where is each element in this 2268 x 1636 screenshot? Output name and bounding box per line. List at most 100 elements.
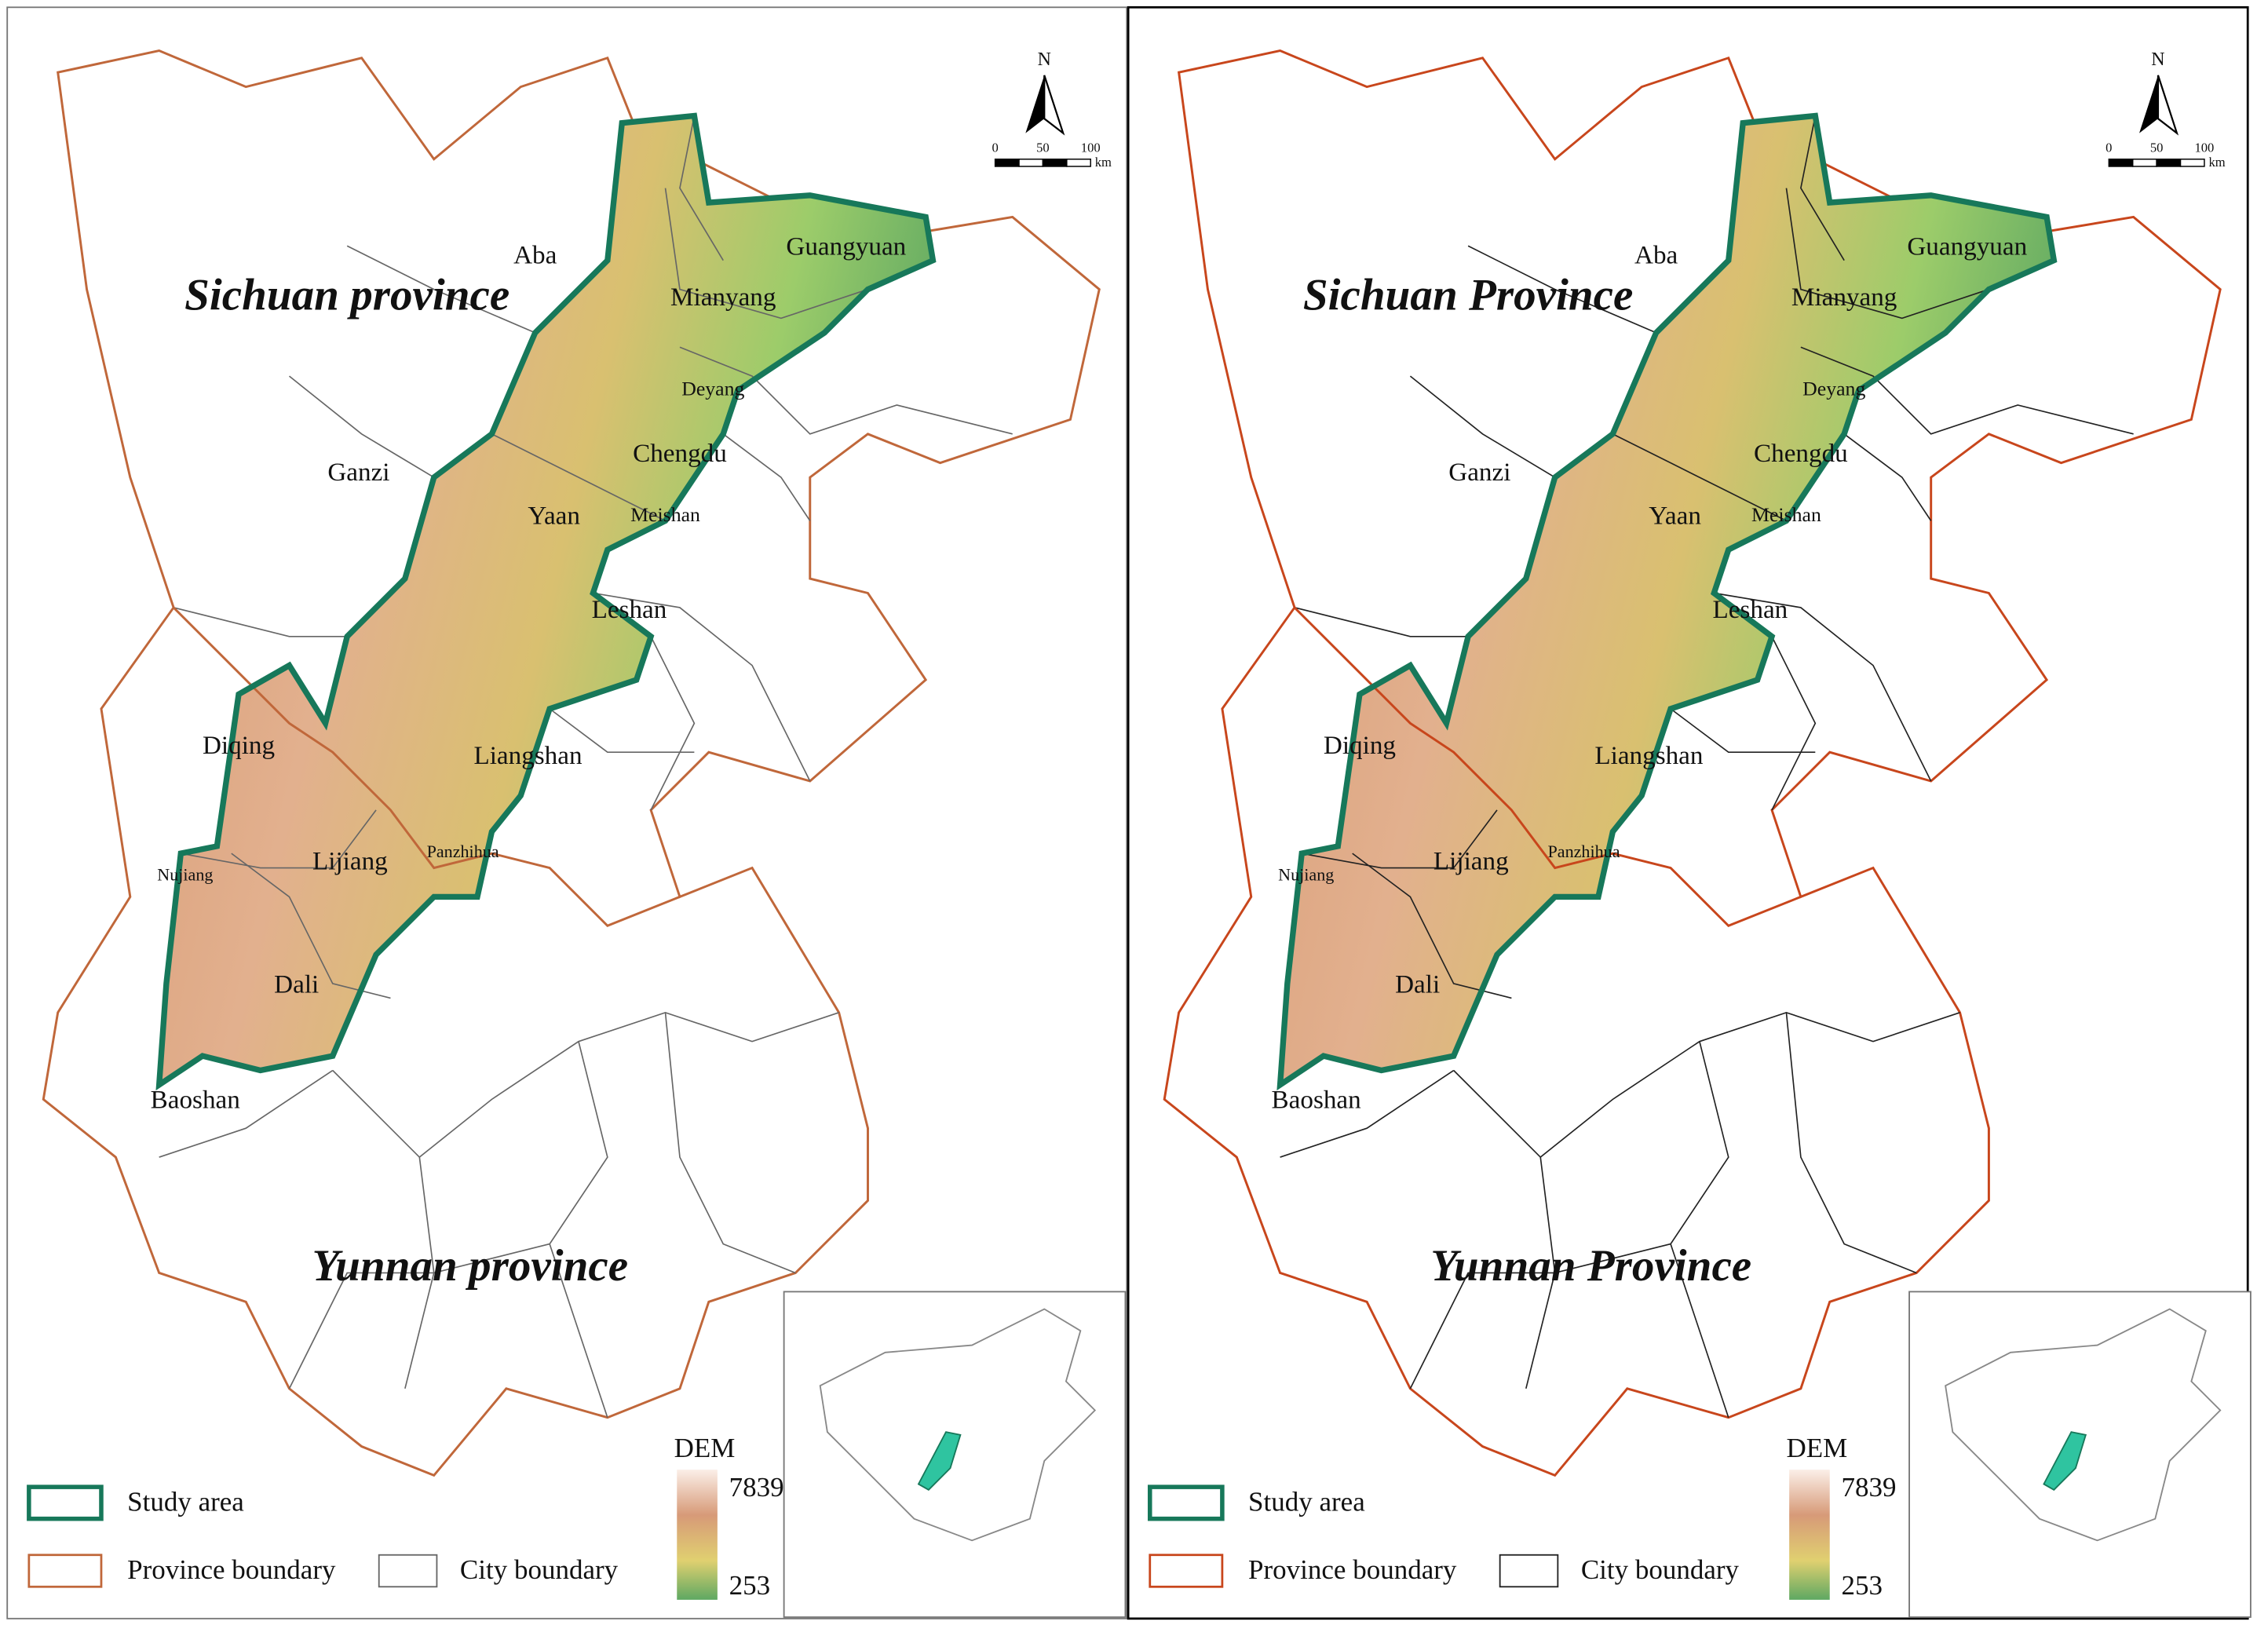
scale-segment	[994, 159, 1020, 167]
city-label: Deyang	[1802, 377, 1865, 400]
city-label: Panzhihua	[427, 842, 499, 861]
city-label: Nujiang	[157, 865, 213, 885]
city-boundary	[1800, 346, 2134, 435]
province-label: Sichuan Province	[1303, 271, 1633, 320]
scale-tick-label: 100	[2194, 141, 2214, 155]
city-boundary	[1785, 188, 1989, 320]
legend-label: City boundary	[460, 1554, 619, 1585]
province-divider	[1293, 606, 1802, 927]
scale-unit: km	[2208, 155, 2225, 170]
city-boundary	[1467, 245, 1656, 334]
dem-min: 253	[729, 1570, 771, 1601]
legend-swatch-province	[1149, 1554, 1224, 1588]
inset-study-area	[2043, 1431, 2087, 1491]
province-outline	[42, 49, 1101, 1477]
city-boundary	[549, 1041, 608, 1418]
north-arrow	[1025, 75, 1045, 133]
dem-min: 253	[1841, 1570, 1883, 1601]
inset-study-area	[917, 1431, 962, 1491]
scale-segment	[2156, 159, 2182, 167]
scale-tick-label: 0	[2105, 141, 2112, 155]
city-label: Leshan	[592, 595, 667, 624]
city-label: Aba	[513, 241, 557, 270]
scale-tick-label: 0	[992, 141, 998, 155]
city-label: Guangyuan	[786, 232, 906, 261]
city-boundary	[679, 115, 724, 261]
city-label: Yaan	[528, 501, 580, 530]
study-area-outline	[155, 112, 937, 1091]
scale-segment	[2108, 159, 2134, 167]
north-label: N	[2151, 49, 2164, 70]
city-label: Deyang	[681, 377, 744, 400]
panel-frame	[1127, 5, 2249, 1620]
dem-max: 7839	[1841, 1472, 1896, 1503]
city-boundary	[1612, 433, 1787, 522]
city-label: Dali	[1395, 970, 1440, 999]
city-boundary	[1670, 708, 1816, 753]
city-label: Nujiang	[1278, 865, 1334, 885]
city-boundary	[1800, 115, 1845, 261]
city-boundary	[1670, 1041, 1729, 1418]
city-boundary	[679, 346, 1013, 435]
legend-swatch-study	[1148, 1484, 1225, 1521]
scale-tick-label: 50	[1036, 141, 1050, 155]
scale-segment	[1042, 159, 1068, 167]
province-outline	[1163, 49, 2222, 1477]
scale-unit: km	[1095, 155, 1112, 170]
scale-tick-label: 50	[2150, 141, 2164, 155]
city-label: Lijiang	[312, 847, 388, 876]
study-area	[159, 115, 933, 1085]
city-boundary	[1302, 809, 1498, 869]
city-label: Guangyuan	[1907, 232, 2027, 261]
legend-label: City boundary	[1581, 1554, 1740, 1585]
city-label: Chengdu	[1754, 439, 1848, 468]
north-arrow	[2139, 75, 2158, 133]
city-label: Baoshan	[151, 1086, 241, 1115]
city-boundary	[159, 1069, 334, 1158]
city-label: Ganzi	[1448, 458, 1510, 487]
city-label: Yaan	[1649, 501, 1701, 530]
city-boundary	[722, 433, 811, 521]
north-arrow	[1043, 75, 1065, 136]
city-label: Meishan	[1751, 503, 1821, 526]
scale-segment	[2179, 159, 2205, 167]
dem-color-bar	[677, 1470, 718, 1600]
city-label: Diqing	[1324, 731, 1396, 760]
map-panel: Aba Guangyuan Mianyang Deyang Chengdu Ganzi Ya…	[6, 6, 1128, 1620]
inset-china	[819, 1308, 1097, 1542]
city-label: Liangshan	[473, 741, 583, 770]
province-label: Yunnan Province	[1430, 1241, 1751, 1291]
city-boundary	[1294, 607, 1469, 637]
city-boundary	[1280, 1069, 1455, 1158]
city-boundary	[1714, 592, 1932, 782]
city-label: Baoshan	[1272, 1086, 1362, 1115]
scale-segment	[1018, 159, 1044, 167]
legend-label: Study area	[1248, 1486, 1365, 1517]
province-label: Yunnan province	[312, 1241, 629, 1291]
study-area	[1280, 115, 2054, 1085]
city-label: Liangshan	[1594, 741, 1704, 770]
legend-label: Province boundary	[127, 1554, 336, 1585]
city-label: Panzhihua	[1547, 842, 1620, 861]
city-label: Meishan	[630, 503, 700, 526]
study-area-outline	[1276, 112, 2058, 1091]
legend-swatch-city	[378, 1554, 438, 1588]
city-label: Dali	[274, 970, 319, 999]
city-label: Diqing	[203, 731, 275, 760]
city-label: Ganzi	[327, 458, 389, 487]
city-boundary	[288, 1243, 550, 1390]
north-arrow	[2157, 75, 2179, 136]
dem-color-bar	[1789, 1470, 1830, 1600]
city-label: Mianyang	[670, 283, 776, 312]
dem-title: DEM	[1786, 1433, 1847, 1463]
city-label: Lijiang	[1433, 847, 1509, 876]
city-label: Chengdu	[633, 439, 727, 468]
city-boundary	[650, 636, 696, 811]
province-divider	[173, 606, 681, 927]
city-boundary	[491, 433, 666, 522]
city-boundary	[173, 607, 348, 637]
legend-label: Study area	[127, 1486, 244, 1517]
province-label: Sichuan province	[184, 271, 509, 320]
